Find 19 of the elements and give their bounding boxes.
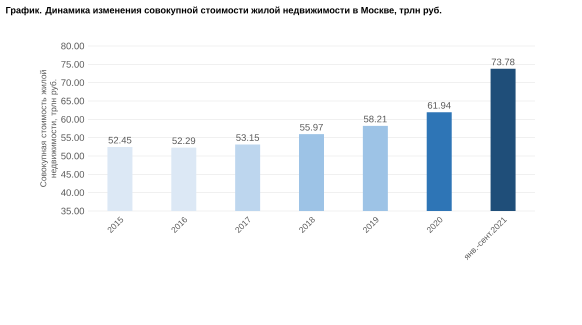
y-tick-label: 40.00 xyxy=(61,189,84,196)
y-axis-title: Совокупная стоимость жилой недвижимости, трлн руб. xyxy=(40,70,58,187)
data-label: 58.21 xyxy=(364,116,387,122)
data-label: 52.45 xyxy=(108,136,132,144)
y-tick-label: 75.00 xyxy=(61,60,84,68)
y-tick-label: 65.00 xyxy=(61,98,84,104)
data-label: 53.15 xyxy=(236,134,260,141)
y-tick-label: 55.00 xyxy=(61,134,84,142)
data-label: 61.94 xyxy=(428,102,451,109)
data-label: 55.97 xyxy=(300,124,323,131)
y-tick-label: 50.00 xyxy=(61,152,84,160)
y-tick-label: 60.00 xyxy=(61,116,84,123)
y-tick-label: 35.00 xyxy=(61,208,84,214)
data-label: 52.29 xyxy=(172,137,196,144)
y-tick-label: 45.00 xyxy=(61,170,84,178)
chart-title: График. Динамика изменения совокупной стоимости жилой недвижимости в Москве, трлн руб. xyxy=(6,6,442,16)
y-tick-label: 70.00 xyxy=(61,79,84,86)
data-label: 73.78 xyxy=(492,58,515,66)
y-tick-label: 80.00 xyxy=(61,42,84,50)
